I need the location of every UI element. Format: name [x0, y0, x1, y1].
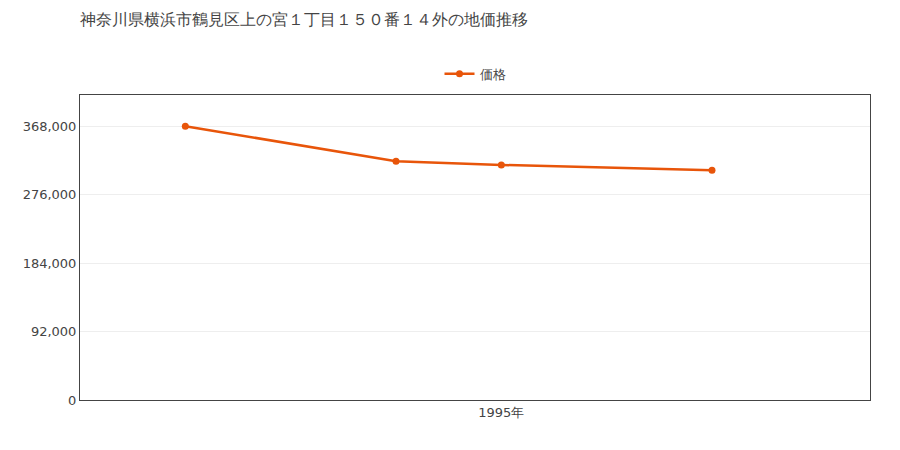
svg-text:368,000: 368,000 — [23, 119, 77, 134]
svg-text:184,000: 184,000 — [23, 256, 77, 271]
svg-text:0: 0 — [68, 393, 76, 408]
svg-text:92,000: 92,000 — [31, 324, 77, 339]
svg-text:神奈川県横浜市鶴見区上の宮１丁目１５０番１４外の地価推移: 神奈川県横浜市鶴見区上の宮１丁目１５０番１４外の地価推移 — [80, 10, 528, 29]
svg-text:価格: 価格 — [480, 67, 506, 82]
svg-text:276,000: 276,000 — [23, 187, 77, 202]
svg-text:1995年: 1995年 — [478, 405, 524, 420]
